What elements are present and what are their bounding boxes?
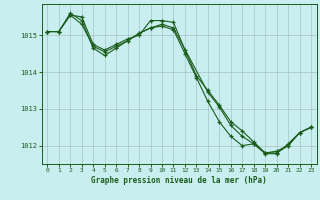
X-axis label: Graphe pression niveau de la mer (hPa): Graphe pression niveau de la mer (hPa): [91, 176, 267, 185]
